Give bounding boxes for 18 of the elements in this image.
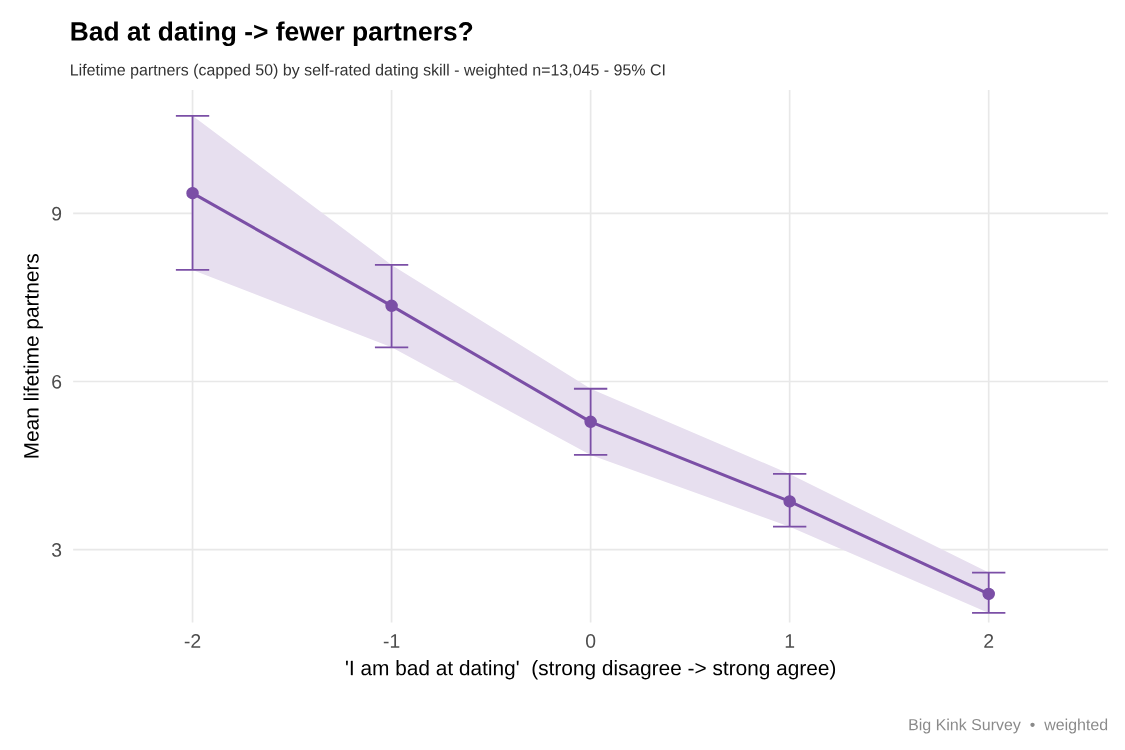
- x-tick-label: -2: [184, 634, 201, 648]
- x-tick-label: 0: [585, 634, 596, 648]
- y-tick-label: 3: [51, 543, 62, 557]
- x-tick-label: 1: [785, 634, 795, 648]
- y-axis-title: Mean lifetime partners: [23, 253, 43, 458]
- point: [186, 186, 199, 200]
- chart-subtitle: Lifetime partners (capped 50) by self-rated dating skill - weighted n=13,045 - 95% CI: [71, 63, 665, 79]
- point: [783, 495, 796, 508]
- y-tick-label: 6: [52, 374, 62, 389]
- text: Big Kink Survey • weighted: [909, 718, 1108, 734]
- x-axis-title: 'I am bad at dating' (strong disagree -> strong agree): [345, 660, 836, 680]
- chart-title: Bad at dating -> fewer partners?: [71, 21, 473, 47]
- point: [982, 587, 995, 601]
- y-tick-label: 9: [52, 206, 62, 221]
- point: [385, 299, 398, 313]
- x-tick-label: 2: [984, 634, 994, 648]
- point: [584, 415, 597, 429]
- x-tick-label: -1: [383, 634, 400, 648]
